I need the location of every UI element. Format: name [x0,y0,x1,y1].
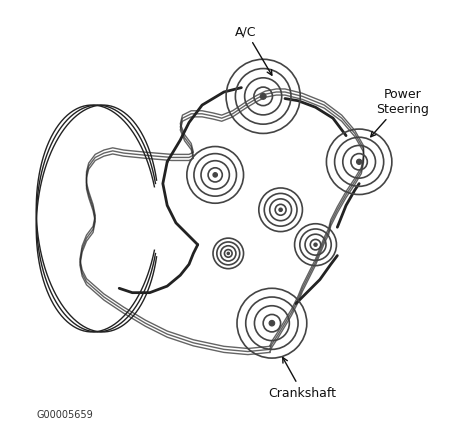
Text: Power
Steering: Power Steering [371,88,429,138]
Circle shape [356,160,362,165]
Circle shape [227,253,229,255]
Text: Crankshaft: Crankshaft [268,358,337,399]
Circle shape [314,244,317,247]
Circle shape [213,173,218,178]
Circle shape [279,208,283,212]
Circle shape [260,94,266,100]
Text: G00005659: G00005659 [36,409,93,419]
Text: A/C: A/C [235,25,272,76]
Circle shape [269,321,275,326]
